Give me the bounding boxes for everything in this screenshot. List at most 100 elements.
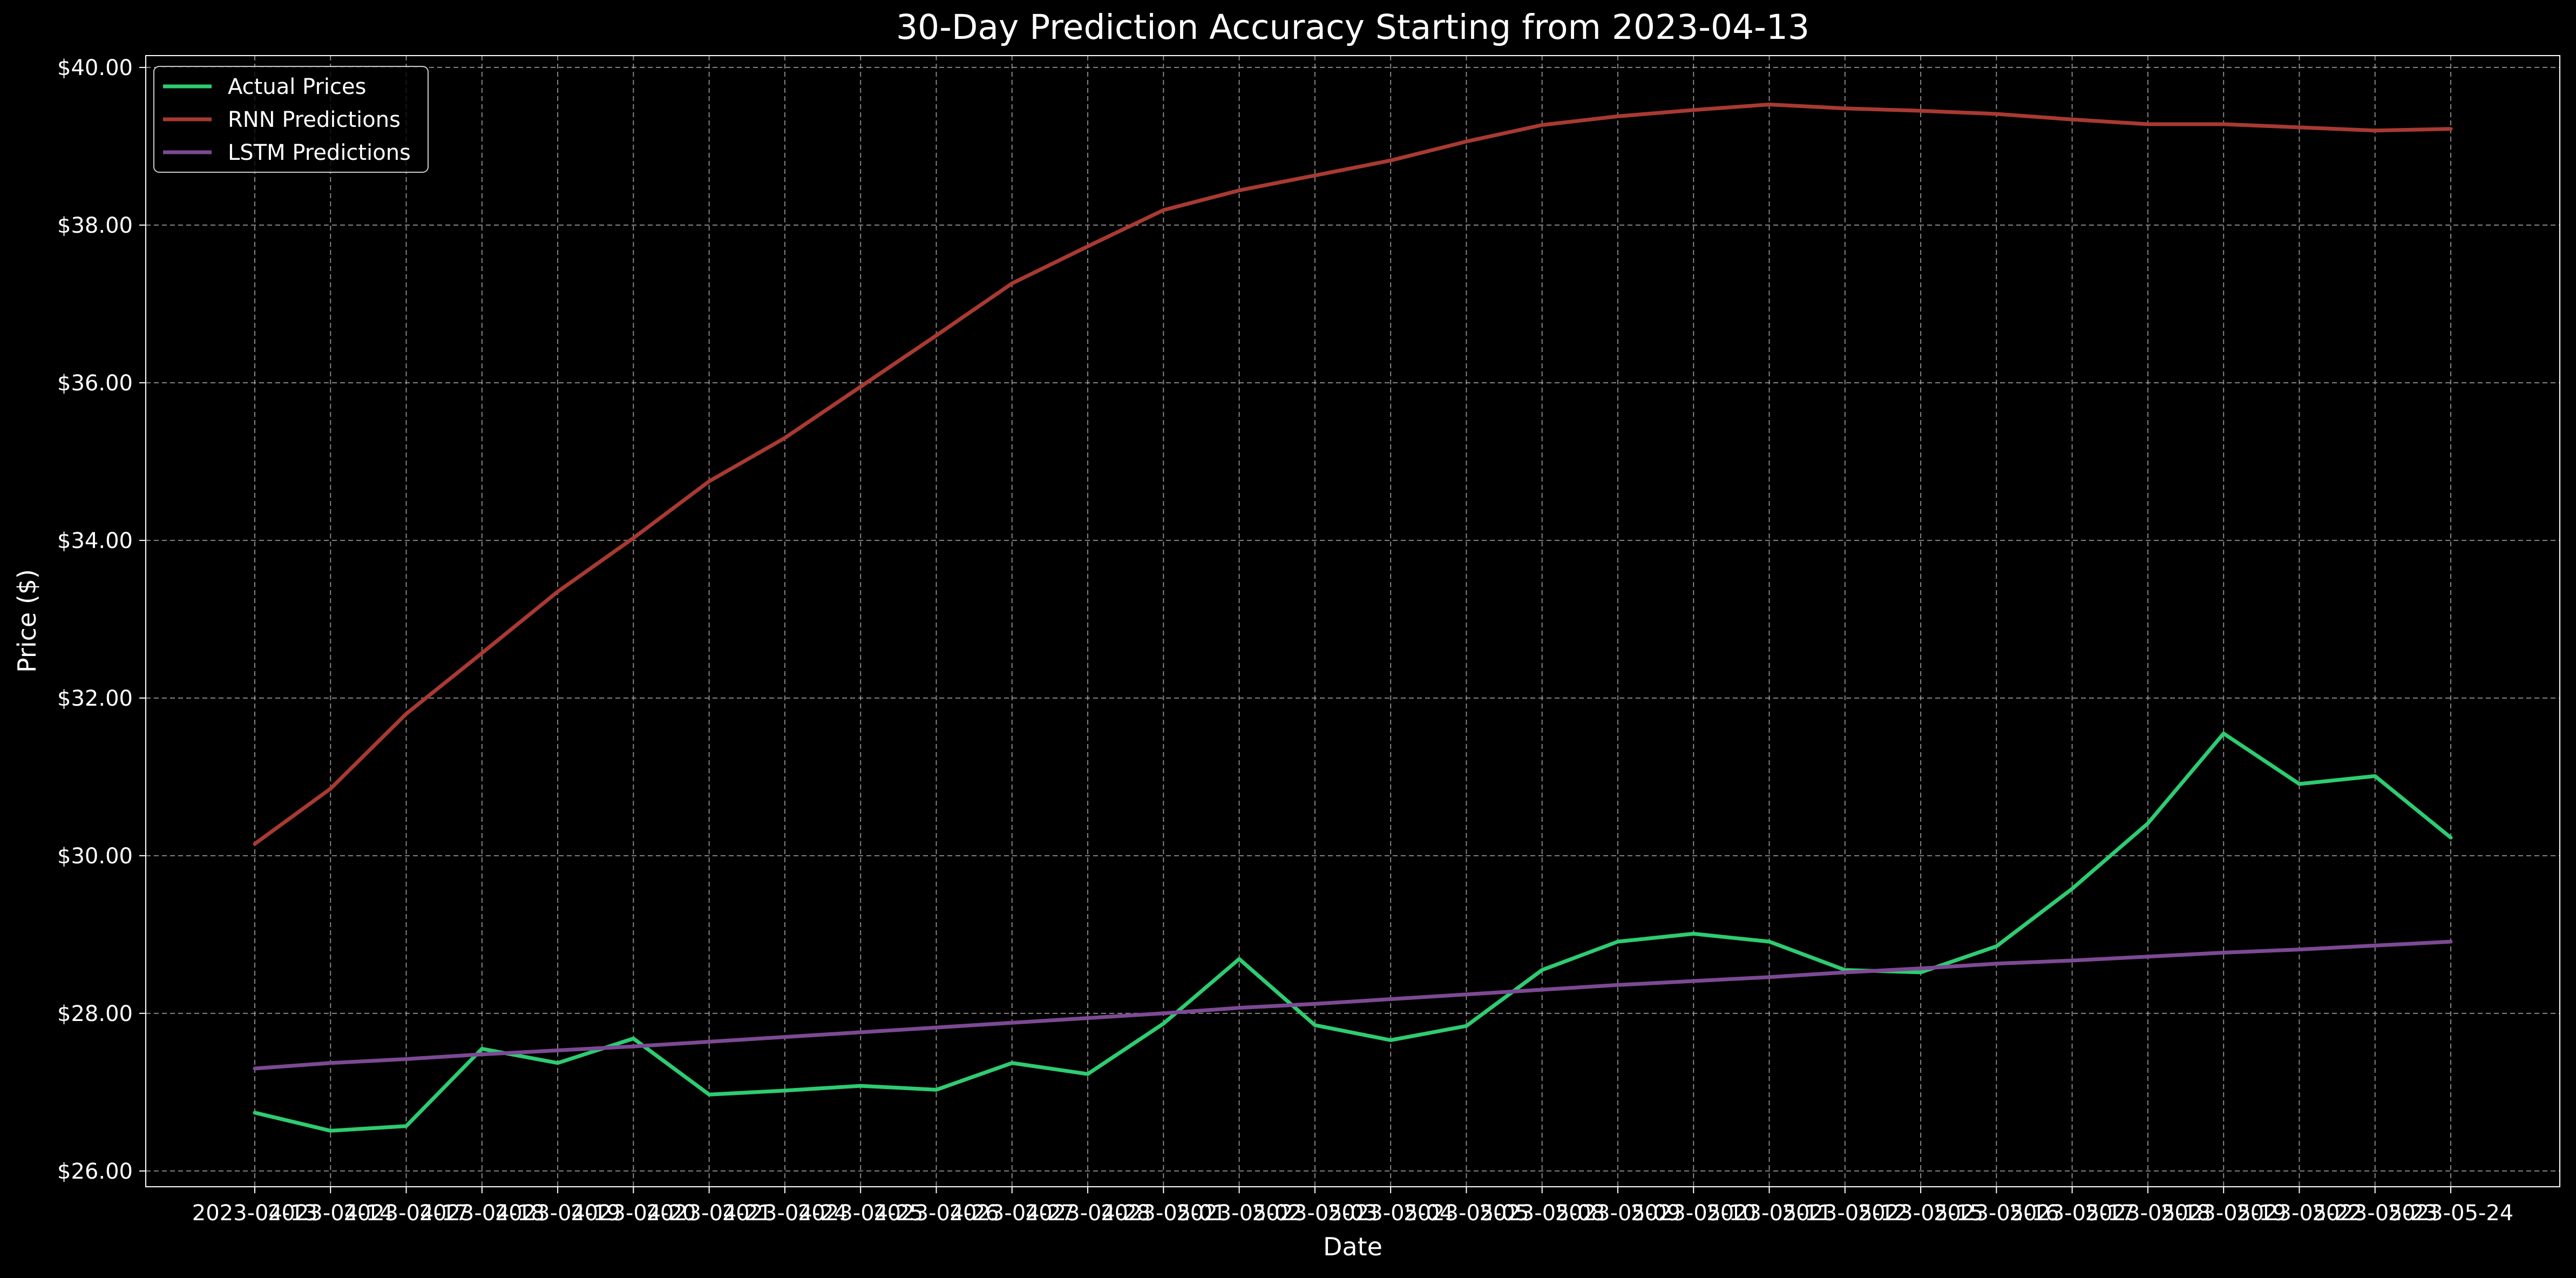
data-point (480, 1047, 484, 1051)
data-point (1313, 1023, 1317, 1027)
data-point (1162, 1011, 1165, 1015)
x-tick-label: 2023-04-25 (798, 1201, 923, 1226)
data-point (1616, 983, 1619, 987)
x-tick-label: 2023-05-19 (2161, 1201, 2286, 1226)
data-point (1616, 114, 1619, 118)
data-point (2373, 129, 2377, 132)
data-point (1995, 112, 1998, 116)
x-tick-label: 2023-05-08 (1479, 1201, 1604, 1226)
data-point (1162, 1022, 1165, 1025)
data-point (2070, 118, 2074, 121)
x-tick-label: 2023-04-26 (873, 1201, 999, 1226)
legend-box (153, 66, 429, 173)
data-point (253, 1067, 256, 1070)
series-line-actual-prices (253, 732, 2453, 1133)
data-point (1086, 1072, 1089, 1076)
y-tick-label: $26.00 (57, 1159, 133, 1184)
x-tick-label: 2023-04-21 (646, 1201, 771, 1226)
data-point (783, 1035, 787, 1039)
data-point (1919, 966, 1923, 970)
y-tick-label: $40.00 (57, 56, 133, 80)
data-point (1616, 940, 1619, 943)
y-tick-label: $34.00 (57, 529, 133, 553)
data-point (1767, 103, 1771, 106)
y-axis-ticks: $26.00 $28.00 $30.00 $32.00 $34.00 $36.00 $38.… (57, 56, 146, 1184)
data-point (1995, 962, 1998, 965)
data-point (404, 712, 408, 715)
data-point (404, 1057, 408, 1061)
data-point (1692, 979, 1696, 983)
data-point (1843, 106, 1847, 110)
x-tick-label: 2023-04-17 (343, 1201, 469, 1226)
data-point (1389, 1038, 1393, 1042)
x-tick-label: 2023-05-01 (1101, 1201, 1226, 1226)
data-point (1237, 1006, 1241, 1010)
data-point (1010, 1061, 1014, 1065)
data-point (2449, 127, 2452, 131)
data-point (2373, 944, 2377, 948)
data-point (2297, 782, 2301, 786)
y-tick-label: $28.00 (57, 1002, 133, 1026)
data-point (632, 536, 635, 540)
y-tick-label: $36.00 (57, 371, 133, 396)
x-tick-label: 2023-04-13 (192, 1201, 317, 1226)
x-tick-label: 2023-04-27 (950, 1201, 1075, 1226)
data-point (253, 842, 256, 846)
data-point (1313, 173, 1317, 177)
y-tick-label: $30.00 (57, 844, 133, 869)
data-point (556, 1049, 560, 1052)
data-point (707, 1093, 711, 1097)
data-point (859, 385, 863, 389)
data-point (1389, 997, 1393, 1001)
x-axis-label: Date (1323, 1232, 1382, 1261)
y-tick-label: $38.00 (57, 213, 133, 238)
x-grid-lines (254, 56, 2451, 1187)
data-point (1540, 968, 1544, 972)
data-point (1237, 957, 1241, 961)
data-point (632, 1045, 635, 1049)
legend: Actual Prices RNN Predictions LSTM Predict… (153, 66, 429, 173)
data-point (934, 1088, 938, 1092)
x-tick-label: 2023-04-18 (419, 1201, 545, 1226)
x-tick-label: 2023-05-17 (2009, 1201, 2134, 1226)
data-point (480, 1052, 484, 1056)
plot-frame (145, 55, 2560, 1187)
data-point (2222, 123, 2226, 126)
data-point (1767, 975, 1771, 979)
data-point (556, 590, 560, 593)
x-tick-label: 2023-05-23 (2312, 1201, 2437, 1226)
x-tick-label: 2023-05-03 (1252, 1201, 1378, 1226)
x-tick-label: 2023-05-16 (1934, 1201, 2059, 1226)
series-line-lstm-predictions (253, 939, 2453, 1071)
data-point (1843, 970, 1847, 974)
data-point (859, 1030, 863, 1034)
data-point (1995, 944, 1998, 948)
x-tick-label: 2023-04-20 (571, 1201, 696, 1226)
data-point (1692, 108, 1696, 112)
data-point (1465, 992, 1468, 996)
x-tick-label: 2023-04-19 (495, 1201, 620, 1226)
data-point (1389, 159, 1393, 163)
x-tick-label: 2023-05-22 (2236, 1201, 2362, 1226)
data-point (1010, 1021, 1014, 1025)
x-tick-label: 2023-05-05 (1404, 1201, 1529, 1226)
data-point (707, 479, 711, 483)
legend-label: Actual Prices (228, 75, 366, 99)
data-point (329, 1061, 333, 1065)
data-point (1313, 1002, 1317, 1006)
x-tick-label: 2023-05-15 (1858, 1201, 1983, 1226)
x-tick-label: 2023-04-28 (1025, 1201, 1150, 1226)
x-tick-label: 2023-05-02 (1176, 1201, 1301, 1226)
data-point (2146, 955, 2150, 958)
x-tick-label: 2023-05-24 (2388, 1201, 2513, 1226)
y-grid-lines (146, 66, 2560, 1172)
data-point (2222, 951, 2226, 955)
data-point (329, 1129, 333, 1133)
legend-label: LSTM Predictions (228, 140, 411, 165)
data-point (2146, 822, 2150, 825)
legend-label: RNN Predictions (228, 107, 401, 132)
data-point (556, 1061, 560, 1065)
data-point (1086, 245, 1089, 248)
data-point (2297, 125, 2301, 129)
